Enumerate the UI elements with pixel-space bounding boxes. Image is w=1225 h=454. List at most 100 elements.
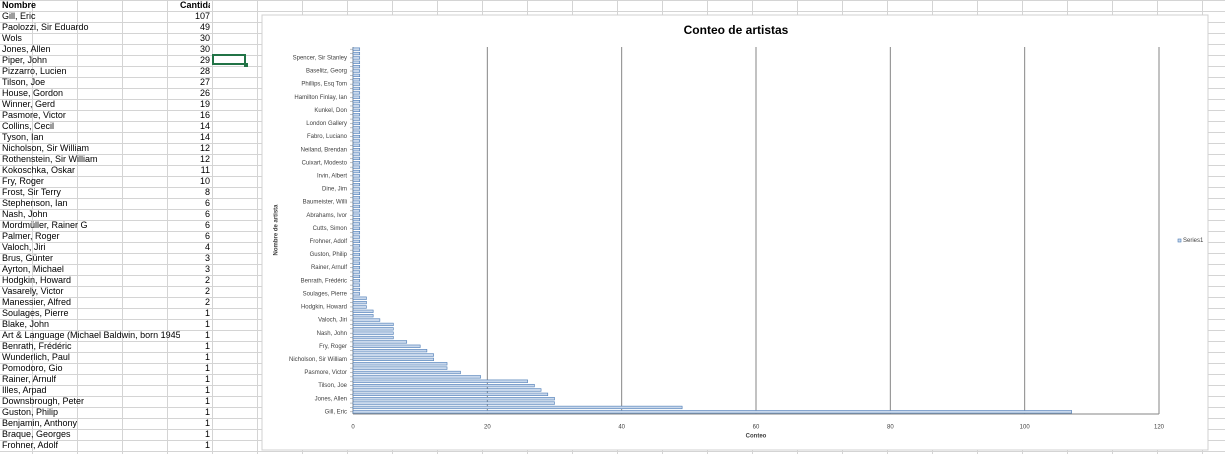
bar [352, 239, 361, 244]
bar [352, 143, 361, 147]
bar [352, 362, 448, 366]
cell: Fry, Roger [2, 176, 44, 186]
header-cell: Cantidad [180, 0, 210, 10]
x-tick-label: 100 [1020, 425, 1031, 431]
cell: Illes, Arpad [2, 385, 47, 395]
cell: Stephenson, Ian [2, 198, 68, 208]
cell: Frost, Sir Terry [2, 187, 61, 197]
bar [352, 252, 361, 257]
y-tick-label: Neiland, Brendan [301, 147, 347, 153]
bar [352, 231, 361, 235]
cell: Tilson, Joe [2, 77, 46, 87]
cell: Ayrton, Michael [2, 264, 64, 274]
bar [352, 152, 361, 156]
cell: Palmer, Roger [2, 231, 60, 241]
bar [352, 178, 361, 182]
legend-swatch [1177, 238, 1182, 243]
bar [352, 335, 394, 340]
cell: Pizzarro, Lucien [2, 66, 67, 76]
bar [352, 314, 374, 318]
y-tick-label: Nicholson, Sir William [289, 357, 347, 363]
y-tick-label: Dine, Jim [322, 187, 347, 193]
bar [352, 283, 361, 287]
cell: 29 [199, 55, 210, 65]
bar [352, 266, 361, 270]
y-tick-label: Fabro, Luciano [307, 134, 348, 140]
cell: Benjamin, Anthony [2, 418, 78, 428]
y-tick-label: Hodgkin, Howard [301, 305, 347, 311]
bar [352, 200, 361, 204]
bar [352, 410, 1072, 414]
bar [352, 344, 421, 348]
cell: Rothenstein, Sir William [2, 154, 98, 164]
y-tick-label: Tilson, Joe [318, 383, 347, 389]
cell: 1 [204, 319, 210, 329]
bar [352, 139, 361, 143]
y-tick-label: Guston, Philip [310, 252, 348, 258]
cell: 2 [204, 286, 210, 296]
bar [352, 187, 361, 191]
x-axis-label: Conteo [746, 434, 767, 440]
header-cell: Nombre [2, 0, 37, 10]
cell: Downsbrough, Peter [2, 396, 85, 406]
cell: 1 [204, 429, 210, 439]
bar [352, 47, 361, 51]
bar [352, 327, 394, 331]
bar [352, 340, 408, 344]
cell: Nash, John [2, 209, 48, 219]
bar [352, 370, 461, 375]
cell: 19 [199, 99, 210, 109]
cell: 1 [204, 341, 210, 351]
y-tick-label: Irvin, Albert [317, 173, 347, 179]
bar [352, 397, 555, 401]
cell: 11 [200, 165, 210, 175]
bar [352, 113, 361, 117]
bar [352, 134, 361, 139]
cell: 30 [199, 33, 210, 43]
cell: Frohner, Adolf [2, 440, 59, 450]
cell: 6 [204, 209, 210, 219]
bar [352, 156, 361, 161]
x-tick-label: 120 [1154, 425, 1165, 431]
cell: Blake, John [2, 319, 50, 329]
cell: 12 [199, 143, 210, 153]
cell: 1 [204, 374, 210, 384]
cell: Brus, Günter [2, 253, 54, 263]
cell: Pasmore, Victor [2, 110, 66, 120]
cell: 6 [204, 220, 210, 230]
x-tick-label: 80 [887, 425, 894, 431]
y-tick-label: Nash, John [317, 331, 347, 337]
cell: Manessier, Alfred [2, 297, 72, 307]
y-tick-label: Pasmore, Victor [304, 370, 347, 376]
cell: Wunderlich, Paul [2, 352, 70, 362]
cell: House, Gordon [2, 88, 64, 98]
bar [352, 292, 361, 296]
selected-cell[interactable] [212, 54, 248, 67]
y-tick-label: Spencer, Sir Stanley [293, 56, 347, 62]
y-tick-label: Hamilton Finlay, Ian [294, 95, 347, 101]
bar [352, 392, 549, 396]
bar [352, 244, 361, 248]
bar [352, 91, 361, 95]
cell: Paolozzi, Sir Eduardo [2, 22, 89, 32]
bar [352, 78, 361, 82]
cell: Pomodoro, Gio [2, 363, 63, 373]
bar [352, 82, 361, 86]
bar [352, 383, 535, 388]
cell: 10 [199, 176, 210, 186]
cell: Piper, John [2, 55, 48, 65]
bar [352, 56, 361, 60]
bar [352, 51, 361, 56]
cell: 1 [204, 352, 210, 362]
bar [352, 274, 361, 278]
bar [352, 183, 361, 187]
bar [352, 117, 361, 121]
bar [352, 226, 361, 230]
cell: 1 [204, 440, 210, 450]
x-tick-label: 60 [753, 425, 760, 431]
bar [352, 270, 361, 274]
bar [352, 126, 361, 130]
cell: Jones, Allen [2, 44, 51, 54]
x-tick-label: 20 [484, 425, 491, 431]
